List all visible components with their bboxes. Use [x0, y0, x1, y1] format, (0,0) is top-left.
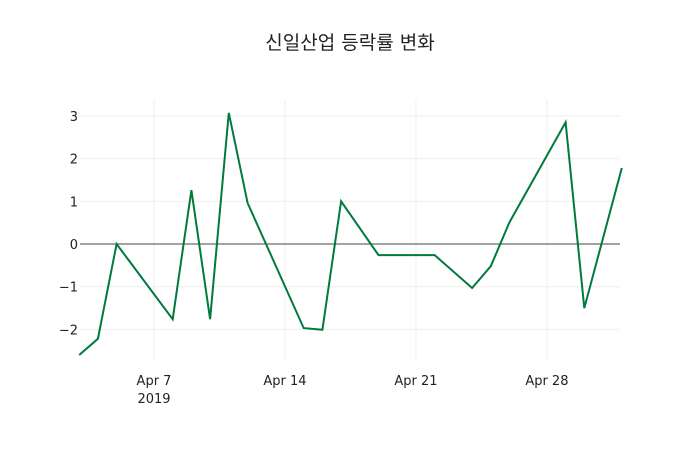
y-tick-label: −1 [59, 281, 78, 296]
x-tick-year: 2019 [137, 392, 170, 407]
series-line[interactable] [78, 112, 623, 356]
y-tick-label: −2 [59, 323, 78, 338]
x-tick-label: Apr 7 [137, 374, 172, 389]
chart-title: 신일산업 등락률 변화 [265, 32, 435, 54]
x-tick-label: Apr 21 [394, 374, 437, 389]
x-tick-label: Apr 28 [525, 374, 568, 389]
y-tick-label: 3 [70, 110, 78, 125]
x-tick-label: Apr 14 [263, 374, 306, 389]
y-tick-label: 1 [70, 195, 78, 210]
y-tick-label: 2 [70, 153, 78, 168]
y-tick-label: 0 [70, 238, 78, 253]
